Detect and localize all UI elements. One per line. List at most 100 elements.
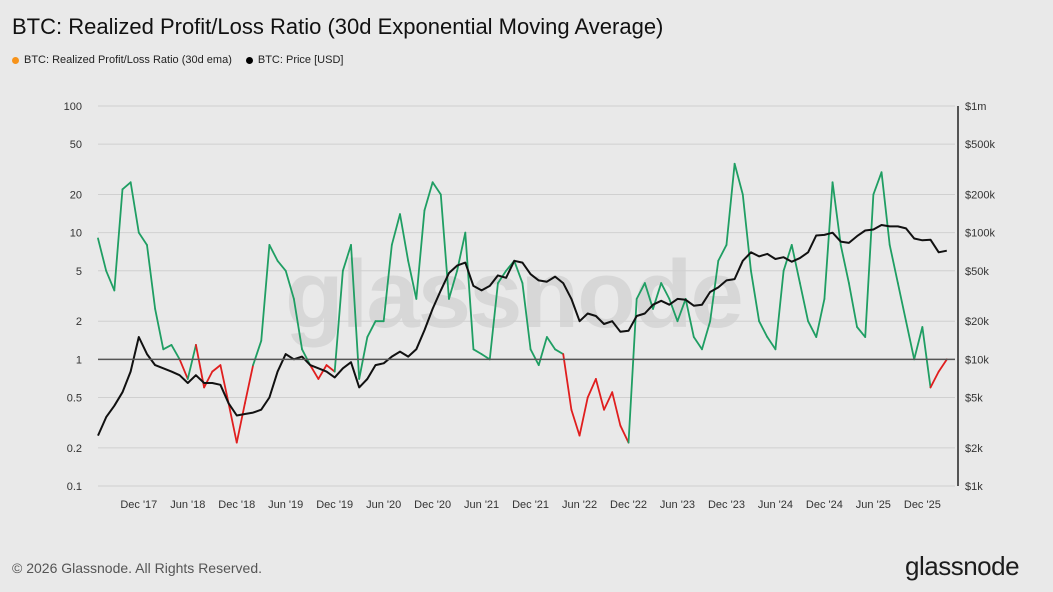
- ratio-segment: [619, 424, 630, 444]
- price-line: [97, 224, 947, 437]
- ratio-segment: [268, 244, 279, 262]
- ratio-segment: [790, 244, 801, 284]
- ratio-segment: [717, 244, 728, 262]
- copyright-text: © 2026 Glassnode. All Rights Reserved.: [12, 560, 263, 576]
- ratio-segment: [799, 282, 809, 323]
- right-axis: $1k $2k $5k $10k $20k $50k $100k $200k $500k $1m: [965, 101, 995, 493]
- ratio-segment: [97, 237, 108, 272]
- ratio-segment: [227, 402, 238, 444]
- legend-dot-ratio: [12, 56, 19, 64]
- ratio-segment: [390, 213, 401, 246]
- ratio-segment: [146, 244, 157, 310]
- ratio-segment: [921, 326, 932, 389]
- ratio-segment: [186, 344, 197, 380]
- ratio-segment: [709, 259, 720, 323]
- ratio-segment: [284, 269, 295, 300]
- ratio-segment: [839, 244, 850, 284]
- ratio-segment: [113, 188, 124, 292]
- x-tick-label: Jun '18: [170, 499, 205, 511]
- chart-title: BTC: Realized Profit/Loss Ratio (30d Exp…: [12, 14, 664, 39]
- ratio-segment: [162, 344, 173, 351]
- ratio-segment: [317, 364, 328, 380]
- right-tick-label: $100k: [965, 228, 995, 240]
- ratio-segment: [692, 336, 703, 351]
- x-tick-label: Dec '19: [316, 499, 353, 511]
- x-tick-label: Dec '18: [218, 499, 255, 511]
- x-tick-label: Dec '24: [806, 499, 843, 511]
- ratio-segment: [546, 336, 556, 351]
- ratio-segment: [856, 326, 867, 338]
- ratio-segment: [439, 193, 450, 300]
- ratio-segment: [464, 231, 475, 351]
- ratio-segment: [880, 171, 891, 246]
- right-tick-label: $200k: [965, 190, 995, 202]
- legend-item-ratio[interactable]: BTC: Realized Profit/Loss Ratio (30d ema…: [12, 54, 232, 66]
- right-tick-label: $20k: [965, 316, 989, 328]
- x-tick-label: Jun '19: [268, 499, 303, 511]
- ratio-segment: [741, 193, 752, 272]
- x-tick-label: Dec '22: [610, 499, 647, 511]
- ratio-segment: [472, 348, 483, 355]
- ratio-segment: [488, 282, 499, 361]
- ratio-segment: [480, 353, 491, 361]
- ratio-segment: [170, 344, 181, 361]
- x-tick-label: Jun '21: [464, 499, 499, 511]
- ratio-segment: [423, 181, 434, 212]
- ratio-segment: [341, 244, 352, 272]
- ratio-segment: [292, 297, 303, 351]
- ratio-segment: [611, 391, 622, 427]
- ratio-segment: [554, 348, 565, 355]
- ratio-segment: [105, 269, 116, 292]
- legend-label-price: BTC: Price [USD]: [257, 54, 344, 66]
- x-tick-label: Jun '25: [856, 499, 891, 511]
- x-tick-label: Dec '21: [512, 499, 549, 511]
- ratio-segment: [627, 297, 638, 444]
- x-tick-label: Dec '25: [904, 499, 941, 511]
- ratio-segment: [750, 269, 761, 323]
- ratio-segment: [774, 269, 785, 351]
- x-tick-label: Dec '17: [120, 499, 157, 511]
- ratio-segment: [831, 181, 842, 246]
- ratio-segment: [325, 364, 336, 373]
- ratio-segment: [399, 213, 410, 262]
- ratio-segment: [129, 181, 140, 234]
- ratio-segment: [635, 282, 646, 300]
- ratio-segment: [872, 171, 883, 196]
- ratio-segment: [513, 259, 524, 284]
- ratio-segment: [252, 339, 263, 367]
- left-tick-label: 100: [64, 101, 82, 113]
- left-tick-label: 2: [76, 316, 82, 328]
- ratio-segment: [733, 162, 744, 196]
- ratio-segment: [521, 282, 532, 351]
- brand-logo: glassnode: [905, 551, 1020, 581]
- left-axis: 0.1 0.2 0.5 1 2 5 10 20 50 100: [64, 101, 82, 493]
- legend-label-ratio: BTC: Realized Profit/Loss Ratio (30d ema…: [24, 54, 232, 66]
- ratio-segment: [815, 297, 826, 338]
- right-tick-label: $1m: [965, 101, 986, 113]
- ratio-segment: [260, 244, 271, 342]
- right-tick-label: $10k: [965, 354, 989, 366]
- ratio-segment: [676, 297, 687, 323]
- left-tick-label: 10: [70, 228, 82, 240]
- ratio-segment: [562, 353, 573, 411]
- x-tick-label: Jun '24: [758, 499, 793, 511]
- ratio-segment: [807, 320, 818, 338]
- right-tick-label: $500k: [965, 139, 995, 151]
- ratio-segment: [366, 320, 377, 338]
- ratio-segment: [929, 370, 940, 389]
- legend-item-price[interactable]: BTC: Price [USD]: [245, 54, 344, 66]
- ratio-segment: [888, 244, 899, 284]
- ratio-segment: [154, 308, 165, 351]
- ratio-segment: [235, 402, 246, 444]
- left-tick-label: 1: [76, 354, 82, 366]
- left-tick-label: 5: [76, 266, 82, 278]
- x-axis: Dec '17 Jun '18 Dec '18 Jun '19 Dec '19 Jun '…: [120, 499, 940, 511]
- x-tick-label: Dec '20: [414, 499, 451, 511]
- ratio-segment: [358, 336, 369, 380]
- ratio-segment: [864, 193, 875, 338]
- ratio-segment: [529, 348, 540, 367]
- ratio-segment: [244, 364, 254, 405]
- ratio-segment: [594, 378, 605, 411]
- grid-lines: [98, 105, 955, 487]
- ratio-segment: [905, 320, 916, 361]
